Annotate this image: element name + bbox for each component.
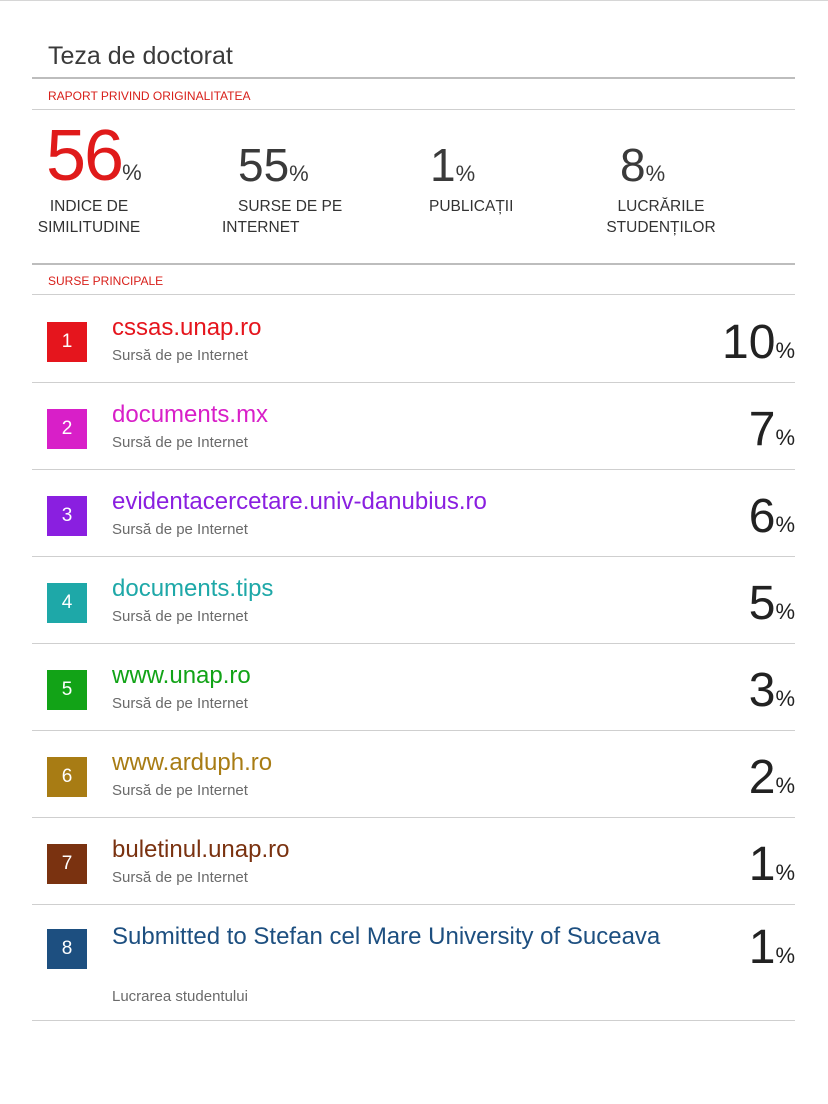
document-title: Teza de doctorat [48,42,233,70]
source-name[interactable]: cssas.unap.ro [112,314,262,341]
row-divider [32,469,795,470]
source-type: Sursă de pe Internet [112,695,248,712]
internet-sources-value: 55 [238,139,290,191]
source-percentage: 6% [748,490,795,543]
percent-sign: % [122,160,142,185]
source-percentage: 7% [748,403,795,456]
sources-divider [32,294,795,295]
source-row[interactable]: 6 www.arduph.ro Sursă de pe Internet 2% [32,730,795,817]
source-row[interactable]: 1 cssas.unap.ro Sursă de pe Internet 10% [32,295,795,382]
student-papers-label: LUCRĂRILE STUDENȚILOR [606,198,716,236]
sources-section-label: SURSE PRINCIPALE [48,274,164,288]
similarity-index-stat: 56% [46,120,142,192]
row-divider [32,904,795,905]
source-name[interactable]: documents.tips [112,575,274,602]
similarity-index-value: 56 [46,116,124,196]
source-percentage: 1% [748,921,795,974]
rank-badge: 4 [47,583,87,623]
rank-badge: 1 [47,322,87,362]
rank-badge: 6 [47,757,87,797]
summary-divider [32,263,795,265]
row-divider [32,556,795,557]
source-percentage: 1% [748,838,795,891]
source-type: Sursă de pe Internet [112,608,248,625]
internet-sources-label: SURSE DE PE INTERNET [222,198,343,236]
row-divider [32,1020,795,1021]
source-row[interactable]: 2 documents.mx Sursă de pe Internet 7% [32,382,795,469]
source-name[interactable]: evidentacercetare.univ-danubius.ro [112,488,487,515]
source-name[interactable]: www.unap.ro [112,662,251,689]
internet-sources-stat: 55% [238,142,309,188]
source-row[interactable]: 3 evidentacercetare.univ-danubius.ro Sur… [32,469,795,556]
student-papers-stat: 8% [620,142,665,188]
source-row[interactable]: 5 www.unap.ro Sursă de pe Internet 3% [32,643,795,730]
row-divider [32,643,795,644]
percent-sign: % [645,161,666,186]
student-papers-value: 8 [620,139,646,191]
percent-sign: % [289,161,309,186]
publications-value: 1 [430,139,456,191]
publications-label: PUBLICAȚII [429,198,514,215]
row-divider [32,817,795,818]
report-section-label: RAPORT PRIVIND ORIGINALITATEA [48,89,251,103]
source-row[interactable]: 8 Submitted to Stefan cel Mare Universit… [32,904,795,1020]
source-percentage: 5% [748,577,795,630]
source-type: Sursă de pe Internet [112,869,248,886]
publications-stat: 1% [430,142,475,188]
report-divider [32,109,795,110]
row-divider [32,730,795,731]
source-type: Sursă de pe Internet [112,521,248,538]
source-name[interactable]: Submitted to Stefan cel Mare University … [112,923,661,950]
row-divider [32,382,795,383]
source-name[interactable]: buletinul.unap.ro [112,836,290,863]
percent-sign: % [455,161,476,186]
source-percentage: 3% [748,664,795,717]
source-row[interactable]: 4 documents.tips Sursă de pe Internet 5% [32,556,795,643]
source-percentage: 2% [748,751,795,804]
similarity-index-label: INDICE DE SIMILITUDINE [37,198,141,236]
source-type: Lucrarea studentului [112,988,248,1005]
source-row[interactable]: 7 buletinul.unap.ro Sursă de pe Internet… [32,817,795,904]
rank-badge: 7 [47,844,87,884]
rank-badge: 8 [47,929,87,969]
source-percentage: 10% [722,316,795,369]
source-type: Sursă de pe Internet [112,434,248,451]
source-type: Sursă de pe Internet [112,782,248,799]
title-divider [32,77,795,79]
rank-badge: 5 [47,670,87,710]
source-name[interactable]: documents.mx [112,401,269,428]
top-divider [0,0,828,1]
source-type: Sursă de pe Internet [112,347,248,364]
source-name[interactable]: www.arduph.ro [112,749,273,776]
rank-badge: 2 [47,409,87,449]
rank-badge: 3 [47,496,87,536]
